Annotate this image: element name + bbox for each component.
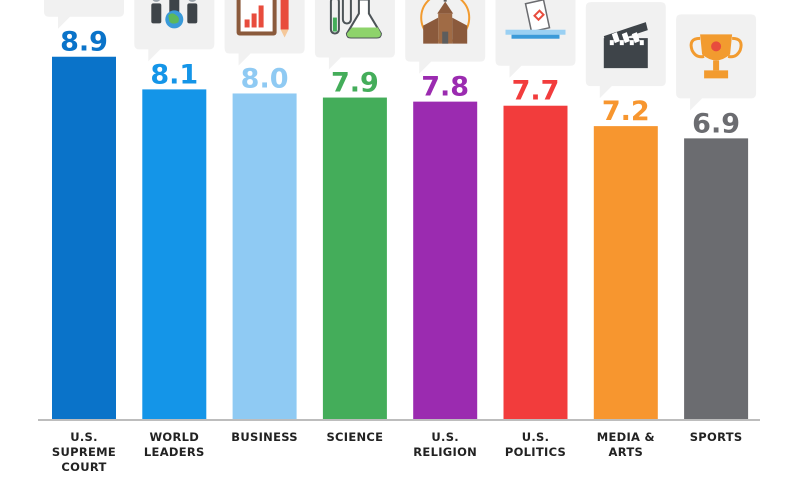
bar-science-flask [322,97,387,420]
category-labels-layer: U.S. SUPREME COURT WORLD LEADERS BUSINESS SCIE… [52,430,743,474]
science-flask-icon [329,0,382,39]
bars-layer [52,56,749,421]
bubble-church [405,0,486,74]
category-label-scales-of-justice: U.S. SUPREME COURT [52,430,116,474]
bar-clapperboard [593,126,658,421]
world-leaders-icon [151,0,198,29]
category-label-ballot-box: U.S. POLITICS [505,430,566,459]
bar-scales-of-justice [52,56,116,421]
bar-world-leaders [142,89,207,420]
category-label-science-flask: SCIENCE [326,430,383,444]
value-label-business-chart-clipboard: 8.0 [241,63,289,94]
bubble-background [44,0,124,29]
bubble-background [495,0,576,78]
bubble-clapperboard [585,2,666,99]
bubble-trophy [676,14,757,111]
value-label-science-flask: 7.9 [331,68,379,99]
value-label-trophy: 6.9 [692,108,740,139]
trophy-icon [689,34,743,79]
bubble-world-leaders [134,0,215,62]
value-label-scales-of-justice: 8.9 [60,27,108,58]
bubble-ballot-box [495,0,576,78]
category-label-business-chart-clipboard: BUSINESS [231,430,298,444]
bar-business-chart-clipboard [232,93,297,420]
bubble-science-flask [314,0,395,70]
value-label-ballot-box: 7.7 [512,76,560,107]
value-labels-layer: 8.9 8.1 8.0 7.9 7.8 7.7 7.2 6.9 [60,27,740,140]
value-label-world-leaders: 8.1 [150,59,198,90]
category-label-trophy: SPORTS [690,430,743,444]
icon-bubbles-layer [44,0,757,111]
bar-ballot-box [503,105,568,420]
bubble-scales-of-justice [44,0,124,29]
value-label-clapperboard: 7.2 [602,96,650,127]
value-label-church: 7.8 [421,72,469,103]
church-icon [420,0,471,44]
bar-trophy [684,138,749,420]
bubble-business-chart-clipboard [224,0,305,66]
category-label-clapperboard: MEDIA & ARTS [597,430,655,459]
ballot-box-icon [505,0,566,39]
category-label-church: U.S. RELIGION [413,430,477,459]
category-label-world-leaders: WORLD LEADERS [144,430,205,459]
business-chart-clipboard-icon [236,0,289,38]
clapperboard-icon [603,22,648,69]
bar-church [413,101,478,420]
